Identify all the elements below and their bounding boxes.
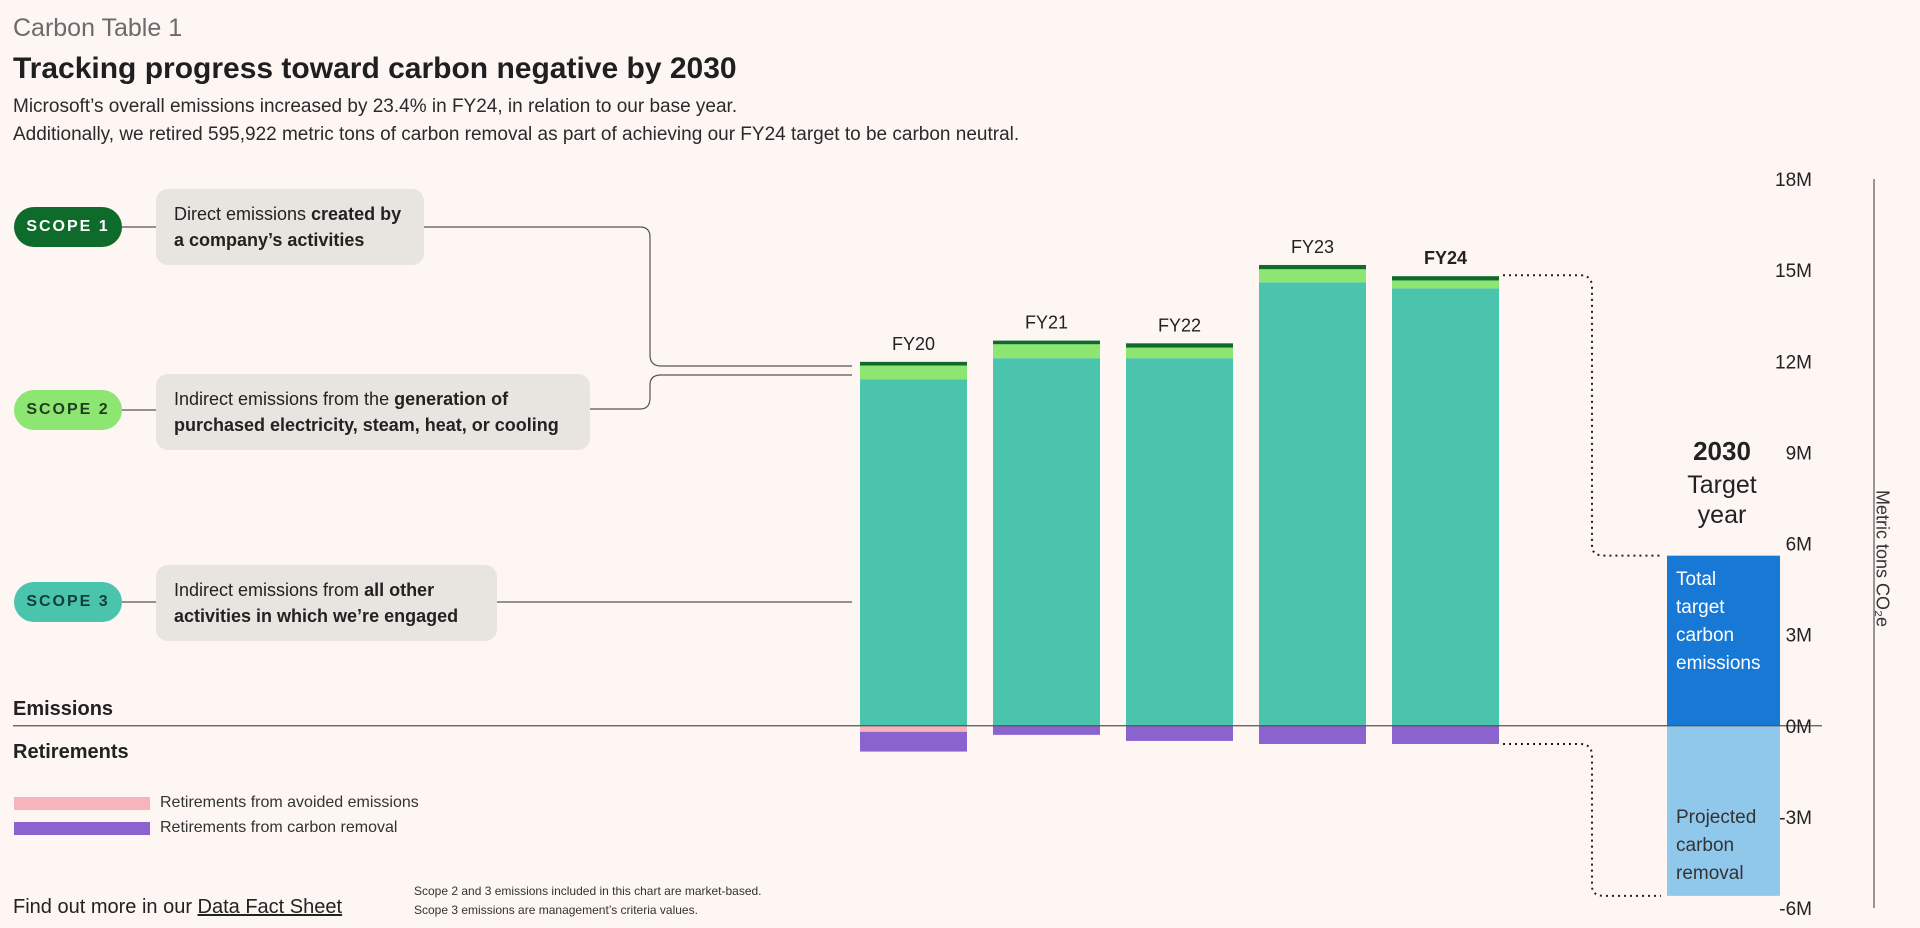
bar-fy21-scope-3 bbox=[993, 358, 1100, 726]
footer-find-prefix: Find out more in our bbox=[13, 896, 198, 918]
target-removal-line-1: Projected bbox=[1676, 807, 1757, 828]
scope-1-text-plain: Direct emissions bbox=[174, 204, 312, 224]
y-tick-label: 15M bbox=[1775, 261, 1812, 282]
bar-fy20-scope-3 bbox=[860, 379, 967, 726]
bar-fy22-removal bbox=[1126, 725, 1233, 741]
scope-3-text-bold: all other activities in which we’re enga… bbox=[174, 580, 459, 626]
target-removal-line-2: carbon bbox=[1676, 835, 1735, 856]
scope-2-pill: SCOPE 2 bbox=[14, 390, 122, 430]
y-axis-label: Metric tons CO₂e bbox=[1872, 489, 1893, 628]
table-label: Carbon Table 1 bbox=[13, 14, 183, 42]
scope-1-text-bold: created by a company’s activities bbox=[174, 204, 402, 250]
y-axis: 18M 15M 12M 9M 6M 3M 0M -3M -6M bbox=[13, 170, 1875, 920]
bar-fy23-removal bbox=[1259, 725, 1366, 744]
target-emissions-line-4: emissions bbox=[1676, 653, 1761, 674]
bar-fy21-scope-2 bbox=[993, 344, 1100, 359]
bar-fy22-scope-3 bbox=[1126, 358, 1233, 726]
page-title: Tracking progress toward carbon negative… bbox=[13, 52, 737, 85]
bar-fy20-scope-1 bbox=[860, 361, 967, 366]
scope-1-pill: SCOPE 1 bbox=[14, 207, 122, 247]
target-removal-line-3: removal bbox=[1676, 863, 1744, 884]
target-emissions-text: Total target carbon emissions bbox=[1676, 566, 1760, 678]
target-year-label: Target year bbox=[1672, 470, 1772, 530]
chart-bars: FY20 FY21 FY22 FY23 FY24 bbox=[860, 237, 1499, 752]
bar-fy21-scope-1 bbox=[993, 340, 1100, 345]
target-emissions-bar bbox=[1667, 555, 1780, 726]
scope-1-description: Direct emissions created by a company’s … bbox=[156, 189, 424, 265]
y-tick-label: 18M bbox=[1775, 170, 1812, 191]
scope-2-text-plain: Indirect emissions from the bbox=[174, 389, 395, 409]
bar-fy23-scope-3 bbox=[1259, 282, 1366, 726]
subtitle-line-1: Microsoft’s overall emissions increased … bbox=[13, 96, 738, 117]
y-tick-label: 12M bbox=[1775, 352, 1812, 373]
bar-fy23-scope-2 bbox=[1259, 269, 1366, 283]
emissions-label: Emissions bbox=[13, 698, 114, 720]
bar-fy24-scope-2 bbox=[1392, 280, 1499, 289]
category-label-fy22: FY22 bbox=[1158, 315, 1201, 335]
dotted-connector-emissions bbox=[1503, 274, 1661, 557]
bar-fy20-removal bbox=[860, 731, 967, 752]
bar-fy22-scope-2 bbox=[1126, 347, 1233, 359]
footnote-1: Scope 2 and 3 emissions included in this… bbox=[414, 884, 762, 898]
legend-avoided-label: Retirements from avoided emissions bbox=[160, 794, 419, 811]
bar-fy24-scope-3 bbox=[1392, 288, 1499, 726]
target-removal-bar bbox=[1667, 725, 1780, 896]
category-label-fy23: FY23 bbox=[1291, 237, 1334, 257]
target-year-number: 2030 bbox=[1693, 436, 1751, 466]
scope-2-description: Indirect emissions from the generation o… bbox=[156, 374, 590, 450]
bar-fy23-scope-1 bbox=[1259, 264, 1366, 270]
bar-fy20-scope-2 bbox=[860, 365, 967, 380]
footer-find-more: Find out more in our Data Fact Sheet bbox=[13, 896, 342, 919]
scope-connectors bbox=[122, 226, 852, 603]
category-label-fy20: FY20 bbox=[892, 334, 935, 354]
scope-1-connector bbox=[424, 226, 852, 367]
legend-avoided-swatch bbox=[14, 797, 150, 810]
target-label-line-1: Target bbox=[1687, 471, 1757, 499]
target-removal-text: Projected carbon removal bbox=[1676, 804, 1756, 888]
legend-removal-swatch bbox=[14, 822, 150, 835]
scope-3-text-plain: Indirect emissions from bbox=[174, 580, 365, 600]
y-tick-label: -3M bbox=[1779, 808, 1812, 829]
target-label-line-2: year bbox=[1697, 501, 1747, 529]
scope-2-connector bbox=[590, 374, 852, 410]
dotted-connector-removal bbox=[1503, 742, 1661, 897]
y-tick-label: -6M bbox=[1779, 899, 1812, 920]
data-fact-sheet-link[interactable]: Data Fact Sheet bbox=[197, 896, 343, 918]
y-tick-label: 9M bbox=[1786, 443, 1812, 464]
scope-3-description: Indirect emissions from all other activi… bbox=[156, 565, 497, 641]
y-tick-label: 3M bbox=[1786, 626, 1812, 647]
bar-fy24-scope-1 bbox=[1392, 276, 1499, 281]
target-emissions-line-1: Total bbox=[1676, 569, 1717, 590]
bar-fy20-avoided bbox=[860, 725, 967, 732]
footnote-2: Scope 3 emissions are management’s crite… bbox=[414, 903, 698, 917]
retirements-label: Retirements bbox=[13, 741, 129, 763]
category-label-fy24: FY24 bbox=[1424, 248, 1467, 268]
scope-3-pill: SCOPE 3 bbox=[14, 582, 122, 622]
category-label-fy21: FY21 bbox=[1025, 313, 1068, 333]
bar-fy21-removal bbox=[993, 725, 1100, 735]
y-tick-label: 0M bbox=[1786, 717, 1812, 738]
bar-fy24-removal bbox=[1392, 725, 1499, 744]
target-2030 bbox=[1503, 274, 1780, 897]
y-tick-label: 6M bbox=[1786, 535, 1812, 556]
target-emissions-line-2: target bbox=[1676, 597, 1725, 618]
subtitle-line-2: Additionally, we retired 595,922 metric … bbox=[13, 124, 1020, 145]
scope-2-text-bold: generation of purchased electricity, ste… bbox=[174, 389, 559, 435]
target-emissions-line-3: carbon bbox=[1676, 625, 1735, 646]
bar-fy22-scope-1 bbox=[1126, 343, 1233, 348]
legend-removal-label: Retirements from carbon removal bbox=[160, 819, 398, 836]
